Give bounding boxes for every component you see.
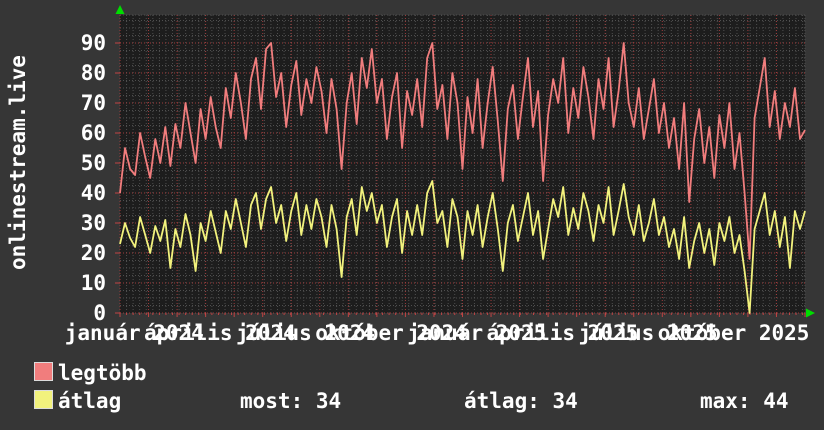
x-tick-label: július 2025 <box>578 321 717 345</box>
axis-arrows <box>115 5 815 318</box>
y-axis-arrow-icon <box>115 5 125 14</box>
series-line-legtobb <box>119 42 806 260</box>
y-tick-label: 10 <box>81 271 106 295</box>
legend-label-legtobb: legtöbb <box>58 361 147 385</box>
stat-max: max: 44 <box>700 389 789 413</box>
y-tick-label: 90 <box>81 31 106 55</box>
axis-ticks <box>115 42 806 317</box>
y-axis-labels: 0 10 20 30 40 50 60 70 80 90 <box>81 31 106 325</box>
y-tick-label: 30 <box>81 211 106 235</box>
y-tick-label: 0 <box>93 301 106 325</box>
y-tick-label: 70 <box>81 91 106 115</box>
y-tick-label: 40 <box>81 181 106 205</box>
legend-swatch-legtobb <box>34 362 53 381</box>
x-tick-label: április 2025 <box>487 321 639 345</box>
x-tick-label: január 2025 <box>407 321 546 345</box>
series-line-atlag <box>119 180 806 314</box>
vertical-axis-title: onlinestream.live <box>6 55 30 270</box>
data-series <box>119 42 806 314</box>
y-tick-label: 50 <box>81 151 106 175</box>
x-tick-label: október 2025 <box>658 321 810 345</box>
stat-atlag: átlag: 34 <box>464 389 578 413</box>
legend-label-atlag: átlag <box>58 389 122 413</box>
legend-swatch-atlag <box>34 390 53 409</box>
x-tick-label: október 2024 <box>315 321 467 345</box>
stat-most: most: 34 <box>240 389 342 413</box>
x-tick-label: január 2024 <box>65 321 204 345</box>
x-tick-label: július 2024 <box>236 321 375 345</box>
y-tick-label: 60 <box>81 121 106 145</box>
y-tick-label: 80 <box>81 61 106 85</box>
x-tick-label: április 2024 <box>144 321 296 345</box>
y-tick-label: 20 <box>81 241 106 265</box>
x-axis-arrow-icon <box>806 308 815 318</box>
